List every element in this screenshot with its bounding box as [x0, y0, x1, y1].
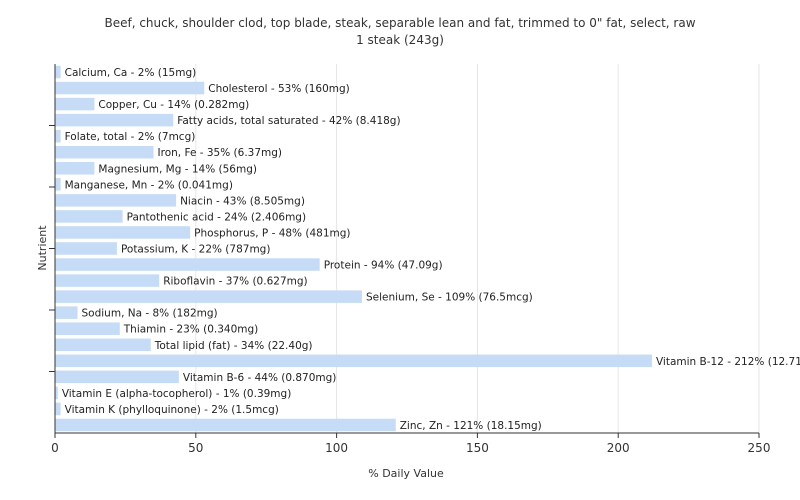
bar	[55, 178, 61, 191]
bar-label: Copper, Cu - 14% (0.282mg)	[98, 99, 249, 111]
bar-label: Riboflavin - 37% (0.627mg)	[163, 276, 307, 288]
bar	[55, 354, 652, 368]
bar	[55, 97, 95, 111]
bar-label: Fatty acids, total saturated - 42% (8.41…	[177, 115, 400, 127]
bar-label: Pantothenic acid - 24% (2.406mg)	[127, 211, 306, 223]
x-tick-label: 0	[51, 441, 59, 455]
bar-label: Protein - 94% (47.09g)	[324, 260, 443, 272]
bar	[55, 402, 61, 416]
x-tick-label: 50	[188, 441, 203, 455]
bar	[55, 145, 154, 159]
bar	[55, 210, 123, 223]
x-tick-label: 150	[466, 441, 489, 455]
bar-label: Folate, total - 2% (7mcg)	[65, 131, 196, 143]
bar-label: Vitamin B-12 - 212% (12.71mcg)	[656, 356, 800, 368]
bar-label: Cholesterol - 53% (160mg)	[208, 83, 350, 95]
bar-label: Total lipid (fat) - 34% (22.40g)	[154, 340, 313, 352]
bar-label: Phosphorus, P - 48% (481mg)	[194, 227, 350, 239]
chart-title: Beef, chuck, shoulder clod, top blade, s…	[104, 16, 695, 30]
chart-subtitle: 1 steak (243g)	[356, 33, 444, 47]
bar	[55, 338, 151, 352]
bar-label: Vitamin K (phylloquinone) - 2% (1.5mcg)	[65, 404, 279, 416]
grid-lines	[195, 64, 760, 433]
bar	[55, 81, 205, 95]
bar-label: Niacin - 43% (8.505mg)	[180, 195, 305, 207]
x-axis-title: % Daily Value	[368, 467, 444, 480]
bar	[55, 322, 120, 335]
bar	[55, 194, 177, 207]
bar	[55, 162, 95, 175]
bar-label: Selenium, Se - 109% (76.5mcg)	[366, 292, 533, 304]
bar-label: Magnesium, Mg - 14% (56mg)	[98, 163, 257, 175]
bar	[55, 113, 174, 127]
bar	[55, 386, 58, 400]
bar	[55, 306, 78, 319]
bar	[55, 274, 160, 287]
bar	[55, 242, 117, 255]
x-tick-labels: 0 50 100 150 200 250	[51, 433, 770, 455]
bar	[55, 290, 362, 303]
bar	[55, 418, 396, 432]
axes	[49, 64, 759, 434]
bar	[55, 129, 61, 143]
bar-label: Iron, Fe - 35% (6.37mg)	[158, 147, 282, 159]
bar-label: Thiamin - 23% (0.340mg)	[123, 324, 259, 336]
bar-label: Manganese, Mn - 2% (0.041mg)	[65, 179, 233, 191]
bar	[55, 370, 179, 384]
bar-label: Sodium, Na - 8% (182mg)	[82, 308, 218, 320]
bar-label: Zinc, Zn - 121% (18.15mg)	[400, 420, 542, 432]
bar-label: Vitamin B-6 - 44% (0.870mg)	[183, 372, 337, 384]
bars: Calcium, Ca - 2% (15mg) Cholesterol - 53%…	[55, 65, 800, 432]
bar-label: Vitamin E (alpha-tocopherol) - 1% (0.39m…	[62, 388, 292, 400]
bar	[55, 65, 61, 79]
bar-label: Potassium, K - 22% (787mg)	[121, 244, 271, 256]
x-tick-label: 200	[607, 441, 630, 455]
x-tick-label: 100	[325, 441, 348, 455]
y-axis-title: Nutrient	[36, 225, 49, 271]
x-tick-label: 250	[748, 441, 771, 455]
bar	[55, 258, 320, 271]
bar-label: Calcium, Ca - 2% (15mg)	[65, 67, 197, 79]
bar	[55, 226, 191, 239]
